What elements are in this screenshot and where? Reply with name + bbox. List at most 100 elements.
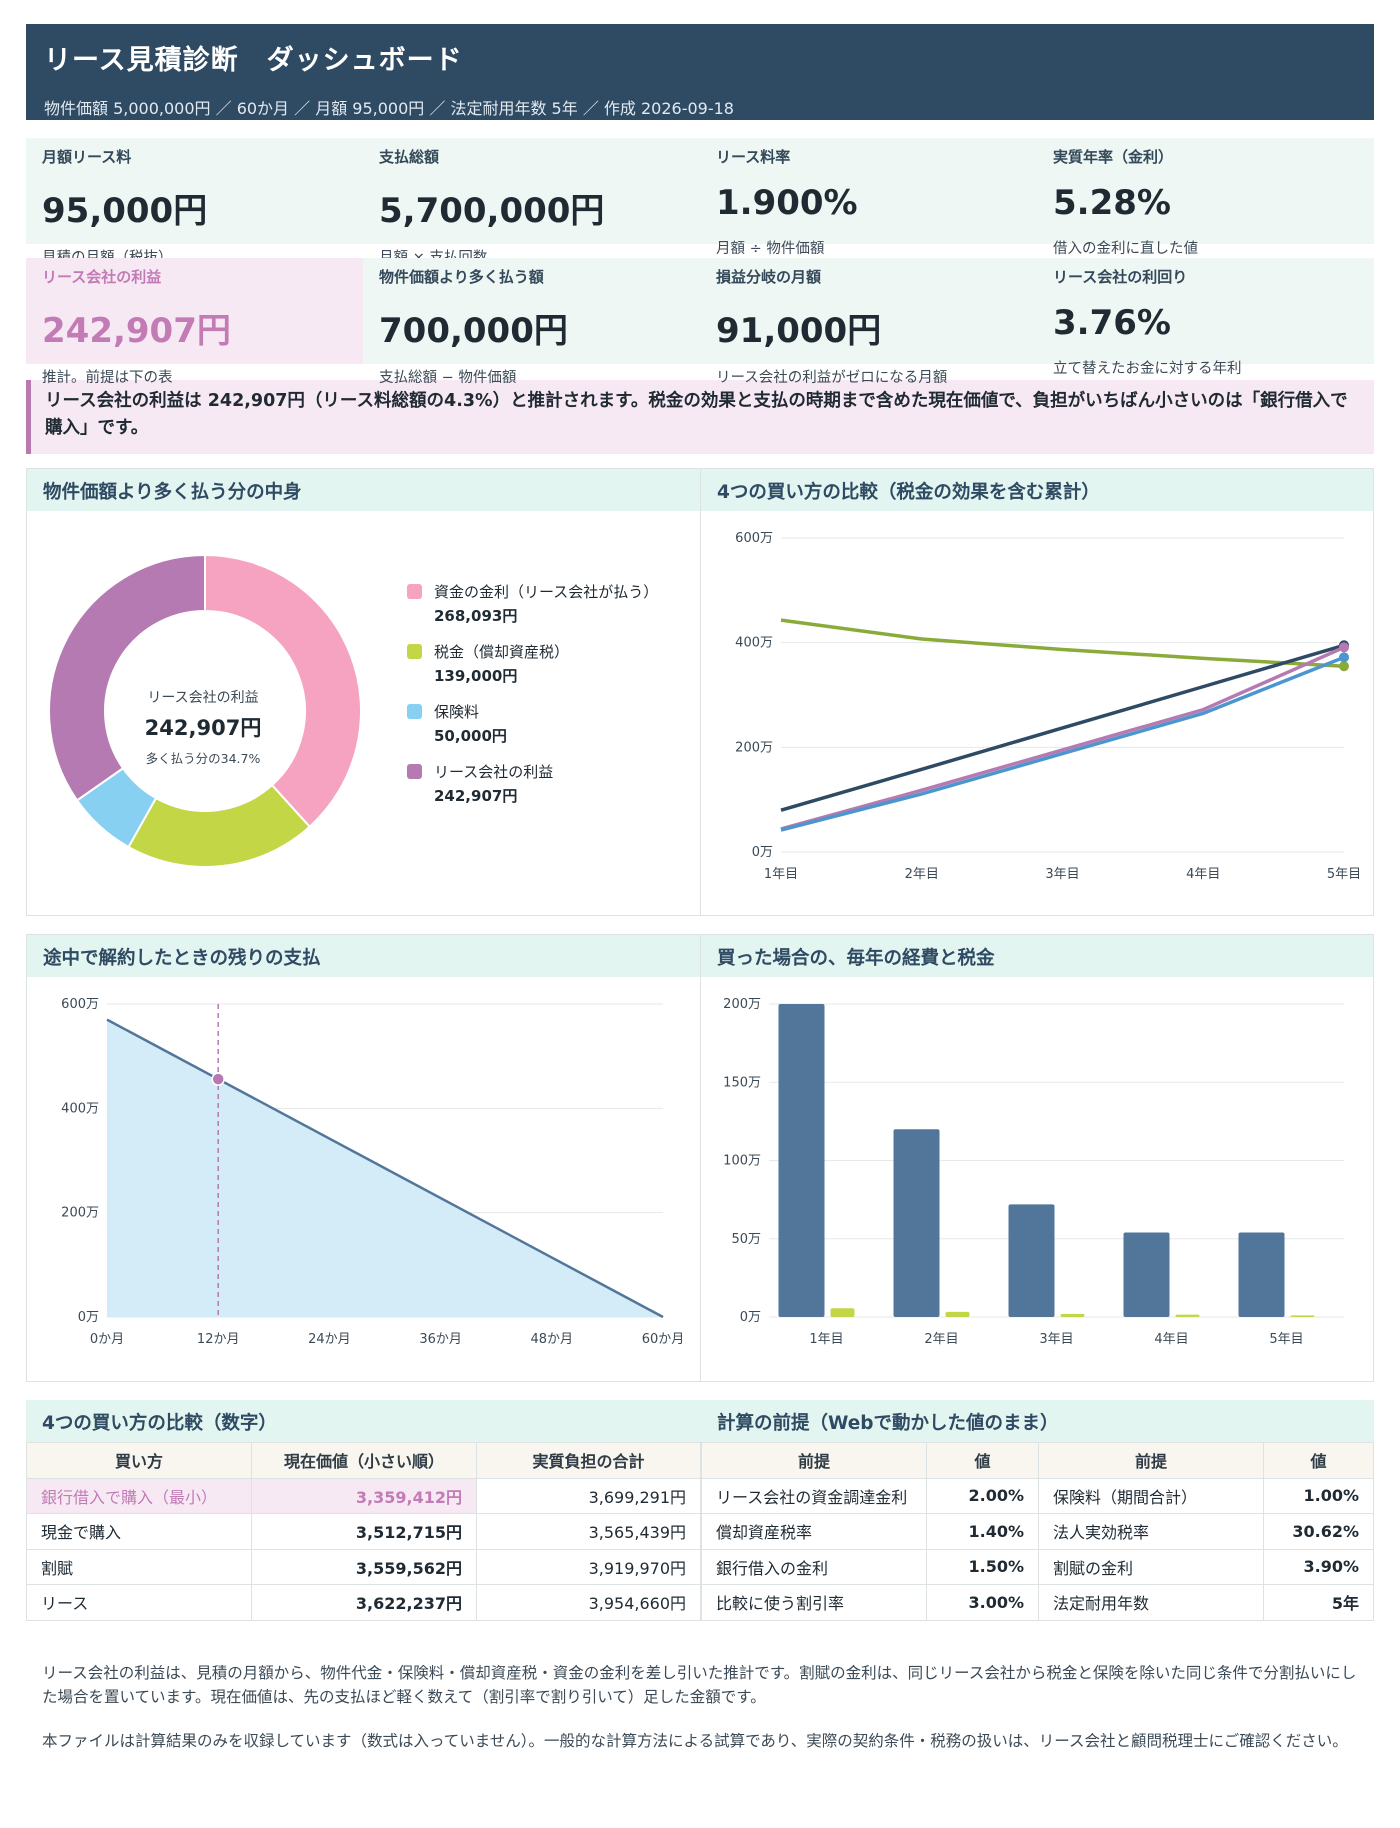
x-tick-label: 4年目 bbox=[1154, 1332, 1188, 1347]
legend-label: 資金の金利（リース会社が払う） bbox=[434, 583, 659, 601]
kpi-note: リース会社の利益がゼロになる月額 bbox=[716, 370, 948, 386]
table-header: 前提 bbox=[1038, 1442, 1264, 1479]
kpi-note: 推計。前提は下の表 bbox=[42, 370, 173, 386]
kpi-note: 立て替えたお金に対する年利 bbox=[1053, 361, 1242, 377]
x-tick-label: 2年目 bbox=[905, 867, 939, 882]
kpi-value: 5,700,000円 bbox=[379, 191, 605, 231]
kpi-effective-rate: 実質年率（金利） 5.28% 借入の金利に直した値 bbox=[1037, 138, 1374, 258]
y-tick-label: 100万 bbox=[723, 1154, 761, 1169]
table-cell: 3.00% bbox=[926, 1584, 1039, 1621]
table-cell: 3,699,291円 bbox=[476, 1477, 701, 1514]
area-line bbox=[106, 1018, 664, 1319]
panel-title: 4つの買い方の比較（税金の効果を含む累計） bbox=[701, 469, 1373, 511]
y-tick-label: 0万 bbox=[78, 1310, 99, 1325]
legend-label: リース会社の利益 bbox=[434, 763, 554, 781]
donut-center-sub: 多く払う分の34.7% bbox=[145, 751, 261, 766]
series-end-point bbox=[1339, 661, 1349, 672]
bar-expense bbox=[1008, 1204, 1055, 1317]
kpi-breakeven: 損益分岐の月額 91,000円 リース会社の利益がゼロになる月額 bbox=[700, 258, 1037, 386]
bar-expense bbox=[778, 1004, 825, 1317]
table-row: 銀行借入の金利 1.50% 割賦の金利 3.90% bbox=[701, 1548, 1374, 1585]
legend-value: 139,000円 bbox=[434, 667, 518, 685]
legend-item: 税金（償却資産税） 139,000円 bbox=[407, 641, 658, 686]
bar-expense bbox=[893, 1129, 940, 1317]
table-cell: 3,359,412円 bbox=[251, 1477, 477, 1514]
page-subtitle: 物件価額 5,000,000円 ／ 60か月 ／ 月額 95,000円 ／ 法定… bbox=[44, 99, 734, 118]
legend-label: 保険料 bbox=[434, 703, 480, 721]
kpi-lease-rate: リース料率 1.900% 月額 ÷ 物件価額 bbox=[700, 138, 1037, 258]
table-cell: 3.90% bbox=[1263, 1548, 1374, 1585]
y-tick-label: 0万 bbox=[740, 1310, 761, 1325]
table-header: 前提 bbox=[701, 1442, 927, 1479]
y-tick-label: 200万 bbox=[735, 740, 773, 755]
table-cell: 1.00% bbox=[1263, 1477, 1374, 1514]
legend-value: 268,093円 bbox=[434, 607, 518, 625]
header: リース見積診断 ダッシュボード 物件価額 5,000,000円 ／ 60か月 ／… bbox=[26, 24, 1374, 120]
x-tick-label: 3年目 bbox=[1045, 867, 1079, 882]
legend-value: 242,907円 bbox=[434, 787, 518, 805]
bars-panel: 買った場合の、毎年の経費と税金 0万 50万 100万 150万 200万 1年目 2年目 3… bbox=[701, 934, 1374, 1382]
table-cell: 3,954,660円 bbox=[476, 1584, 701, 1621]
table-cell: 償却資産税率 bbox=[701, 1513, 927, 1550]
table-cell: 銀行借入で購入（最小） bbox=[26, 1477, 252, 1514]
table-row: 償却資産税率 1.40% 法人実効税率 30.62% bbox=[701, 1513, 1374, 1550]
bar-tax bbox=[1290, 1315, 1315, 1317]
table-cell: 割賦 bbox=[26, 1548, 252, 1585]
donut-legend: 資金の金利（リース会社が払う） 268,093円 税金（償却資産税） 139,000… bbox=[407, 581, 658, 821]
table-header: 買い方 bbox=[26, 1442, 252, 1479]
panel-title: 計算の前提（Webで動かした値のまま） bbox=[701, 1400, 1374, 1442]
panel-title: 4つの買い方の比較（数字） bbox=[26, 1400, 701, 1442]
line-chart: 0万 200万 400万 600万 1年目 2年目 3年目 4年目 5年目 bbox=[735, 531, 1361, 882]
table-cell: 3,512,715円 bbox=[251, 1513, 477, 1550]
table-row: 銀行借入で購入（最小） 3,359,412円 3,699,291円 bbox=[26, 1477, 701, 1514]
series-line bbox=[780, 645, 1345, 831]
panel-title: 物件価額より多く払う分の中身 bbox=[27, 469, 700, 511]
table-cell: 銀行借入の金利 bbox=[701, 1548, 927, 1585]
kpi-label: リース料率 bbox=[716, 148, 791, 166]
series-line bbox=[780, 655, 1345, 832]
x-tick-label: 3年目 bbox=[1039, 1332, 1073, 1347]
comparison-table: 買い方 現在価値（小さい順） 実質負担の合計 銀行借入で購入（最小） 3,359,… bbox=[26, 1442, 701, 1621]
kpi-note: 月額 ÷ 物件価額 bbox=[716, 241, 825, 257]
x-tick-label: 12か月 bbox=[197, 1332, 240, 1347]
kpi-label: 支払総額 bbox=[379, 148, 440, 166]
table-header: 値 bbox=[1263, 1442, 1374, 1479]
bar-expense bbox=[1123, 1232, 1170, 1317]
x-tick-label: 48か月 bbox=[531, 1332, 574, 1347]
bar-tax bbox=[830, 1308, 855, 1317]
legend-swatch bbox=[407, 584, 422, 599]
donut-center: リース会社の利益 242,907円 多く払う分の34.7% bbox=[27, 687, 379, 767]
series-line bbox=[780, 618, 1345, 668]
donut-center-label: リース会社の利益 bbox=[147, 690, 259, 706]
summary-callout: リース会社の利益は 242,907円（リース料総額の4.3%）と推計されます。税… bbox=[26, 380, 1374, 454]
kpi-value: 1.900% bbox=[716, 183, 858, 223]
table-row: 割賦 3,559,562円 3,919,970円 bbox=[26, 1548, 701, 1585]
series-line bbox=[780, 643, 1345, 812]
dashboard: リース見積診断 ダッシュボード 物件価額 5,000,000円 ／ 60か月 ／… bbox=[26, 24, 1374, 1753]
table2-panel: 計算の前提（Webで動かした値のまま） 前提 値 前提 値 リース会社の資金調達… bbox=[701, 1400, 1374, 1621]
bar-tax bbox=[1060, 1313, 1085, 1317]
legend-label: 税金（償却資産税） bbox=[434, 643, 570, 661]
panel-title: 買った場合の、毎年の経費と税金 bbox=[701, 935, 1373, 977]
table-header: 値 bbox=[926, 1442, 1039, 1479]
table-cell: リース会社の資金調達金利 bbox=[701, 1477, 927, 1514]
x-tick-label: 5年目 bbox=[1327, 867, 1361, 882]
table-cell: 現金で購入 bbox=[26, 1513, 252, 1550]
kpi-value: 95,000円 bbox=[42, 191, 208, 231]
table-cell: 法定耐用年数 bbox=[1038, 1584, 1264, 1621]
series-end-point bbox=[1339, 652, 1349, 663]
bar-tax bbox=[945, 1311, 970, 1317]
kpi-lessor-profit: リース会社の利益 242,907円 推計。前提は下の表 bbox=[26, 258, 363, 386]
table-cell: 5年 bbox=[1263, 1584, 1374, 1621]
kpi-label: 月額リース料 bbox=[42, 148, 132, 166]
x-tick-label: 4年目 bbox=[1186, 867, 1220, 882]
x-tick-label: 5年目 bbox=[1269, 1332, 1303, 1347]
table-cell: 3,559,562円 bbox=[251, 1548, 477, 1585]
kpi-note: 支払総額 − 物件価額 bbox=[379, 370, 517, 386]
table-row: 比較に使う割引率 3.00% 法定耐用年数 5年 bbox=[701, 1584, 1374, 1621]
table-cell: 2.00% bbox=[926, 1477, 1039, 1514]
bar-tax bbox=[1175, 1314, 1200, 1317]
y-tick-label: 600万 bbox=[61, 997, 99, 1012]
